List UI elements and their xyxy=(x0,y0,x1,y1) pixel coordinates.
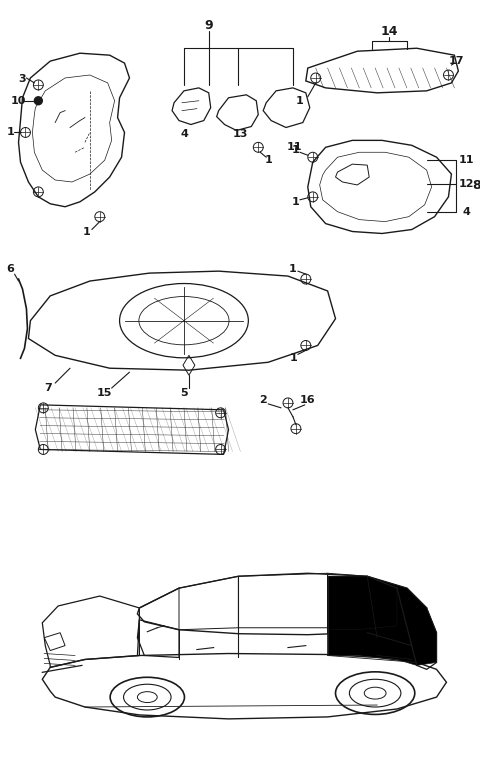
Polygon shape xyxy=(327,576,397,630)
Text: 4: 4 xyxy=(462,206,470,217)
Text: 10: 10 xyxy=(11,95,26,106)
Text: 1: 1 xyxy=(292,145,300,156)
Text: 13: 13 xyxy=(233,130,248,139)
Text: 15: 15 xyxy=(97,388,112,398)
Text: 2: 2 xyxy=(259,395,267,405)
Text: 1: 1 xyxy=(7,127,14,138)
Text: 7: 7 xyxy=(44,383,52,393)
Text: 1: 1 xyxy=(296,95,304,106)
Text: 1: 1 xyxy=(264,155,272,165)
Text: 3: 3 xyxy=(19,74,26,84)
Text: 5: 5 xyxy=(180,388,188,398)
Circle shape xyxy=(35,97,42,105)
Text: 1: 1 xyxy=(292,197,300,206)
Text: 4: 4 xyxy=(180,130,188,139)
Text: 17: 17 xyxy=(449,56,464,66)
Text: 11: 11 xyxy=(458,155,474,165)
Text: 12: 12 xyxy=(458,179,474,189)
Text: 9: 9 xyxy=(204,19,213,32)
Text: 16: 16 xyxy=(300,395,315,405)
Text: 1: 1 xyxy=(290,353,298,364)
Text: 1: 1 xyxy=(289,264,297,274)
Text: 8: 8 xyxy=(472,179,480,192)
Text: 1: 1 xyxy=(83,227,91,236)
Polygon shape xyxy=(327,576,437,665)
Text: 14: 14 xyxy=(380,25,398,38)
Text: 11: 11 xyxy=(287,142,303,152)
Text: 6: 6 xyxy=(7,264,14,274)
